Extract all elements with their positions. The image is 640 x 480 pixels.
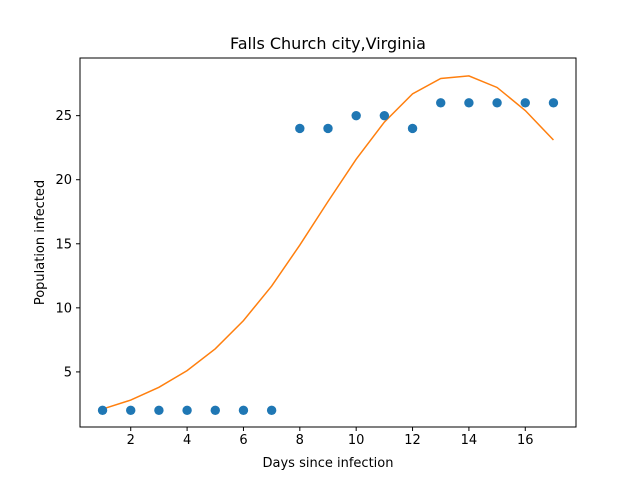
x-tick-label: 6 [239, 433, 247, 448]
data-point [464, 98, 474, 108]
data-point [548, 98, 559, 108]
chart-title: Falls Church city,Virginia [230, 34, 426, 53]
data-point [323, 123, 333, 134]
axis-ticks: 2 4 6 8 10 12 14 16 5 10 15 20 25 [55, 109, 533, 448]
x-axis-label: Days since infection [263, 456, 394, 471]
data-point [182, 405, 192, 416]
data-point [379, 110, 390, 121]
x-tick-label: 2 [127, 433, 135, 448]
fit-line [102, 75, 554, 410]
data-point [126, 405, 136, 416]
data-point [520, 98, 530, 108]
data-point [351, 110, 361, 121]
data-point [436, 98, 446, 108]
data-point [407, 123, 418, 134]
x-tick-label: 16 [517, 433, 534, 448]
data-point [97, 405, 108, 416]
x-tick-label: 14 [461, 433, 478, 448]
data-point [154, 405, 164, 416]
y-tick-label: 5 [64, 365, 72, 380]
y-tick-label: 10 [55, 301, 72, 316]
y-axis-label: Population infected [33, 180, 48, 305]
data-point [492, 98, 502, 108]
x-tick-label: 8 [296, 433, 304, 448]
y-tick-label: 15 [55, 237, 72, 252]
x-tick-label: 12 [404, 433, 421, 448]
data-point [266, 405, 277, 416]
data-point [295, 123, 305, 134]
plot-frame [79, 57, 577, 428]
y-tick-label: 20 [55, 173, 72, 188]
data-point [238, 405, 249, 416]
x-tick-label: 10 [348, 433, 365, 448]
y-tick-label: 25 [55, 109, 72, 124]
data-point [210, 405, 220, 416]
plot-area [97, 75, 559, 416]
x-tick-label: 4 [183, 433, 191, 448]
